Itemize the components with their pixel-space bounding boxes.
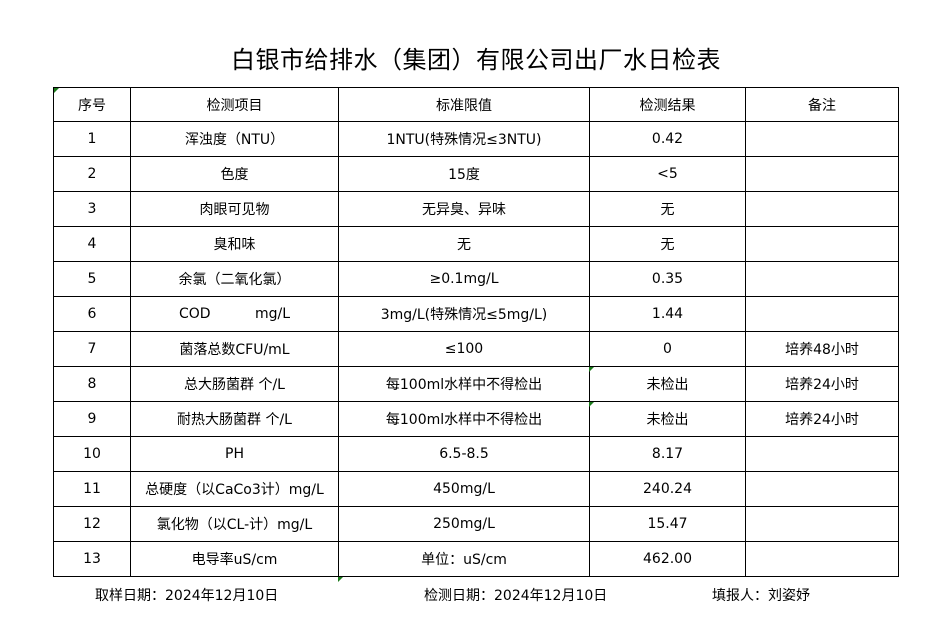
table-row: 10 PH 6.5-8.5 8.17 (53, 436, 899, 472)
table-row: 11 总硬度（以CaCo3计）mg/L 450mg/L 240.24 (53, 471, 899, 507)
cell-standard: 无 (338, 226, 590, 262)
cell-standard: ≥0.1mg/L (338, 261, 590, 297)
header-cell-index: 序号 (53, 87, 131, 122)
cell-result: 240.24 (589, 471, 746, 507)
cell-marker-icon (338, 577, 343, 582)
table-row: 4 臭和味无无 (53, 226, 899, 262)
cell-remark (745, 436, 899, 472)
cell-item: 臭和味 (130, 226, 339, 262)
cell-item: 氯化物（以CL-计）mg/L (130, 506, 339, 542)
cell-standard: 1NTU(特殊情况≤3NTU) (338, 121, 590, 157)
cell-result: 无 (589, 191, 746, 227)
cell-result: 0.42 (589, 121, 746, 157)
header-cell-result: 检测结果 (589, 87, 746, 122)
cell-item: COD mg/L (130, 296, 339, 332)
cell-remark: 培养24小时 (745, 401, 899, 437)
cell-remark: 培养24小时 (745, 366, 899, 402)
cell-remark (745, 226, 899, 262)
table-row: 2 色度 15度 <5 (53, 156, 899, 192)
cell-remark (745, 296, 899, 332)
cell-remark (745, 261, 899, 297)
cell-remark (745, 191, 899, 227)
cell-item: 色度 (130, 156, 339, 192)
cell-item: 菌落总数CFU/mL (130, 331, 339, 367)
cell-item: 电导率uS/cm (130, 541, 339, 577)
cell-marker-icon (54, 88, 59, 93)
header-cell-remark: 备注 (745, 87, 899, 122)
table-row: 1 浑浊度（NTU） 1NTU(特殊情况≤3NTU) 0.42 (53, 121, 899, 157)
cell-result: <5 (589, 156, 746, 192)
cell-result: 462.00 (589, 541, 746, 577)
cell-result: 未检出 (589, 401, 746, 437)
cell-index: 4 (53, 226, 131, 262)
cell-standard: ≤100 (338, 331, 590, 367)
table-row: 5 余氯（二氧化氯） ≥0.1mg/L 0.35 (53, 261, 899, 297)
cell-item: 总大肠菌群 个/L (130, 366, 339, 402)
cell-standard: 无异臭、异味 (338, 191, 590, 227)
cell-result: 未检出 (589, 366, 746, 402)
cell-result: 无 (589, 226, 746, 262)
cell-index: 1 (53, 121, 131, 157)
cell-standard: 250mg/L (338, 506, 590, 542)
cell-standard: 6.5-8.5 (338, 436, 590, 472)
table-row: 9 耐热大肠菌群 个/L 每100ml水样中不得检出 未检出 培养24小时 (53, 401, 899, 437)
cell-remark: 培养48小时 (745, 331, 899, 367)
cell-standard: 450mg/L (338, 471, 590, 507)
cell-index: 8 (53, 366, 131, 402)
cell-standard: 3mg/L(特殊情况≤5mg/L) (338, 296, 590, 332)
sample-date: 取样日期：2024年12月10日 (95, 588, 279, 604)
cell-standard: 每100ml水样中不得检出 (338, 401, 590, 437)
cell-item: 余氯（二氧化氯） (130, 261, 339, 297)
cell-index: 11 (53, 471, 131, 507)
cell-standard: 每100ml水样中不得检出 (338, 366, 590, 402)
cell-item: 总硬度（以CaCo3计）mg/L (130, 471, 339, 507)
test-date: 检测日期：2024年12月10日 (424, 588, 608, 604)
header-cell-item: 检测项目 (130, 87, 339, 122)
cell-index: 12 (53, 506, 131, 542)
reporter: 填报人：刘姿妤 (712, 588, 810, 604)
cell-item: 肉眼可见物 (130, 191, 339, 227)
cell-index: 10 (53, 436, 131, 472)
cell-index: 3 (53, 191, 131, 227)
cell-item: PH (130, 436, 339, 472)
cell-remark (745, 121, 899, 157)
cell-result: 15.47 (589, 506, 746, 542)
table-row: 3 肉眼可见物 无异臭、异味无 (53, 191, 899, 227)
cell-remark (745, 506, 899, 542)
cell-marker-icon (589, 402, 594, 407)
cell-index: 13 (53, 541, 131, 577)
table-row: 13 电导率uS/cm 单位：uS/cm 462.00 (53, 541, 899, 577)
cell-index: 9 (53, 401, 131, 437)
cell-index: 5 (53, 261, 131, 297)
cell-index: 7 (53, 331, 131, 367)
cell-remark (745, 471, 899, 507)
cell-result: 1.44 (589, 296, 746, 332)
table-header-row: 序号 检测项目 标准限值 检测结果 备注 (53, 87, 899, 122)
table-row: 8 总大肠菌群 个/L 每100ml水样中不得检出 未检出 培养24小时 (53, 366, 899, 402)
table-row: 7 菌落总数CFU/mL ≤100 0 培养48小时 (53, 331, 899, 367)
cell-result: 0 (589, 331, 746, 367)
cell-item: 浑浊度（NTU） (130, 121, 339, 157)
table-row: 6 COD mg/L 3mg/L(特殊情况≤5mg/L) 1.44 (53, 296, 899, 332)
cell-item: 耐热大肠菌群 个/L (130, 401, 339, 437)
cell-standard: 单位：uS/cm (338, 541, 590, 577)
cell-index: 2 (53, 156, 131, 192)
header-cell-standard: 标准限值 (338, 87, 590, 122)
inspection-table: 序号 检测项目 标准限值 检测结果 备注 1 浑浊度（NTU） 1NTU(特殊情况≤… (53, 87, 899, 577)
page-title: 白银市给排水（集团）有限公司出厂水日检表 (231, 46, 721, 74)
cell-index: 6 (53, 296, 131, 332)
cell-remark (745, 541, 899, 577)
cell-marker-icon (589, 367, 594, 372)
cell-standard: 15度 (338, 156, 590, 192)
cell-result: 8.17 (589, 436, 746, 472)
cell-result: 0.35 (589, 261, 746, 297)
table-row: 12 氯化物（以CL-计）mg/L 250mg/L 15.47 (53, 506, 899, 542)
cell-remark (745, 156, 899, 192)
